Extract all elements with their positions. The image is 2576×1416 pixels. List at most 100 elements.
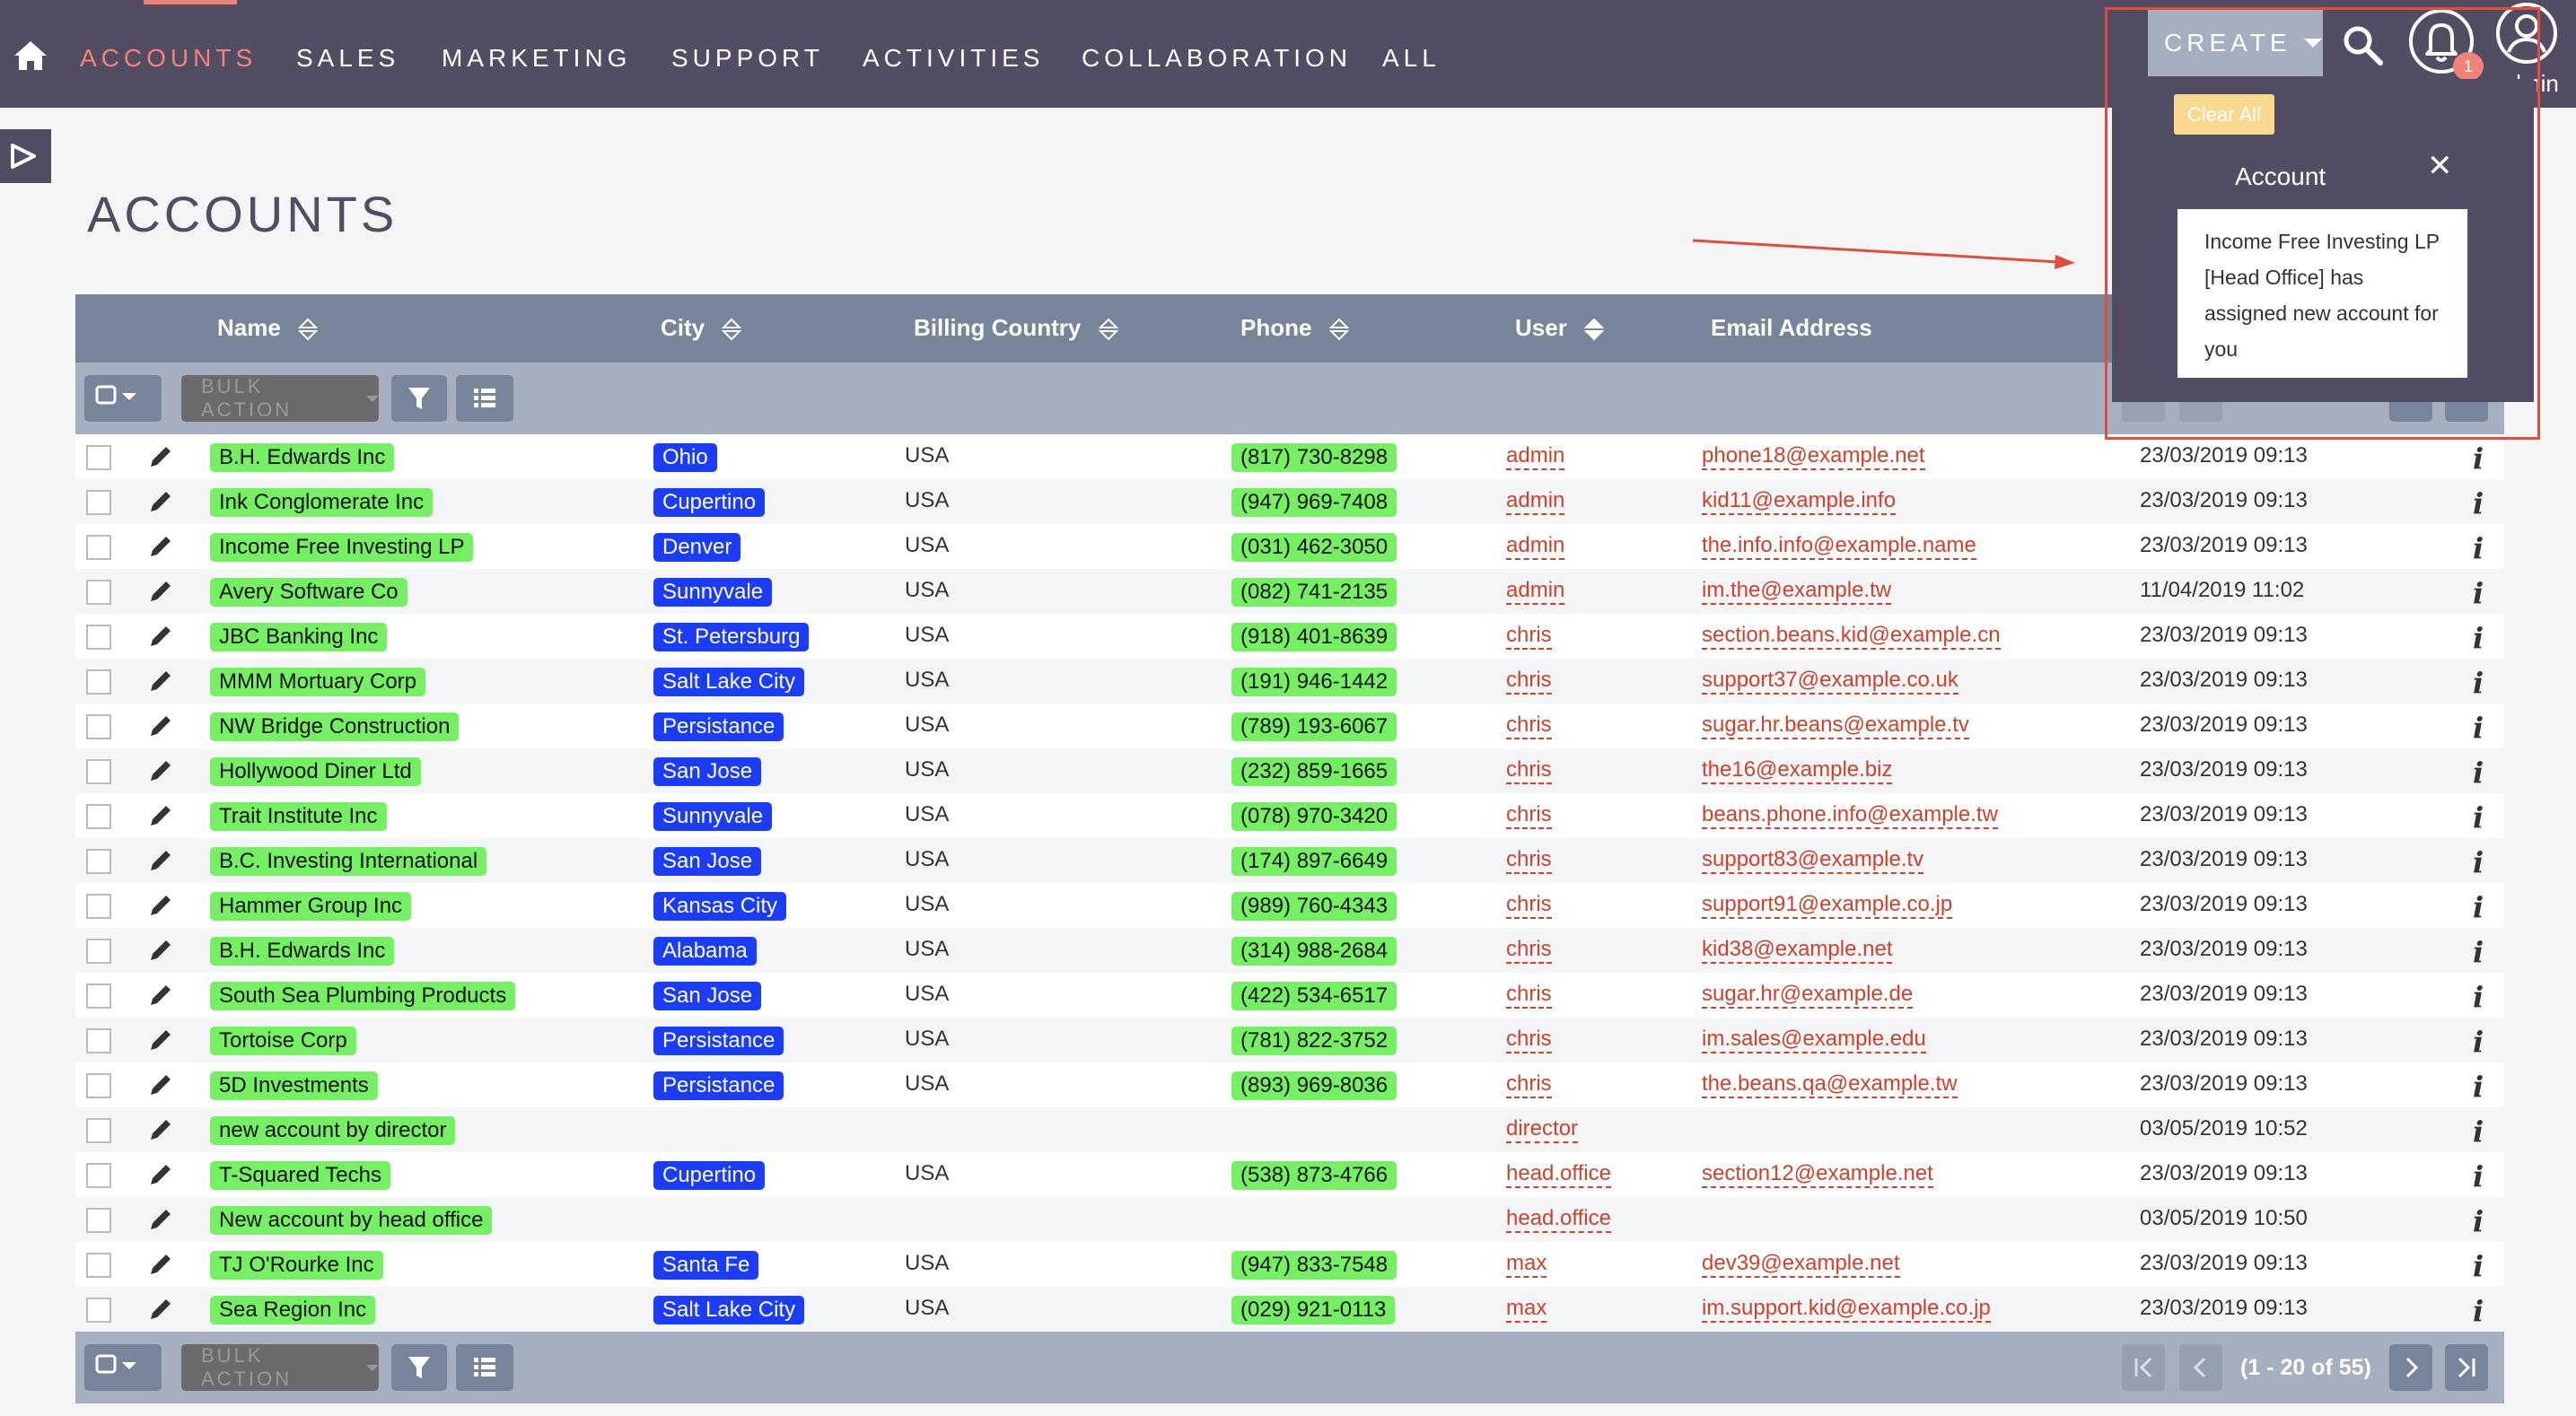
edit-pencil-icon[interactable] — [147, 982, 174, 1009]
row-checkbox[interactable] — [86, 580, 111, 605]
email-link[interactable]: the.info.info@example.name — [1702, 533, 1976, 560]
sort-icon[interactable] — [1584, 318, 1605, 341]
info-icon[interactable]: i — [2473, 890, 2484, 924]
nav-all[interactable]: ALL — [1382, 44, 1441, 72]
info-icon[interactable]: i — [2473, 756, 2484, 790]
info-icon[interactable]: i — [2473, 1070, 2484, 1104]
email-link[interactable]: im.support.kid@example.co.jp — [1702, 1296, 1991, 1323]
assigned-user-link[interactable]: chris — [1506, 1071, 1552, 1098]
notification-bell-icon[interactable] — [2407, 5, 2479, 81]
info-icon[interactable]: i — [2473, 1294, 2484, 1328]
table-row[interactable]: Trait Institute Inc Sunnyvale USA (078) 970… — [75, 793, 2504, 838]
sidebar-toggle[interactable] — [0, 129, 51, 183]
assigned-user-link[interactable]: admin — [1506, 578, 1565, 605]
nav-accounts[interactable]: ACCOUNTS — [80, 44, 258, 72]
assigned-user-link[interactable]: director — [1506, 1116, 1579, 1143]
account-name-link[interactable]: NW Bridge Construction — [210, 712, 460, 741]
assigned-user-link[interactable]: chris — [1506, 802, 1552, 829]
nav-collaboration[interactable]: COLLABORATION — [1082, 44, 1352, 72]
first-page-button[interactable] — [2122, 1344, 2165, 1391]
account-name-link[interactable]: B.H. Edwards Inc — [210, 937, 395, 966]
filter-button[interactable] — [391, 375, 447, 422]
edit-pencil-icon[interactable] — [147, 892, 174, 919]
edit-pencil-icon[interactable] — [147, 668, 174, 695]
edit-pencil-icon[interactable] — [147, 937, 174, 964]
table-row[interactable]: Sea Region Inc Salt Lake City USA (029) 921… — [75, 1287, 2504, 1332]
email-link[interactable]: the16@example.biz — [1702, 757, 1893, 784]
info-icon[interactable]: i — [2473, 980, 2484, 1014]
account-name-link[interactable]: South Sea Plumbing Products — [210, 982, 516, 1010]
table-row[interactable]: Income Free Investing LP Denver USA (031) 4… — [75, 524, 2504, 569]
edit-pencil-icon[interactable] — [147, 1027, 174, 1053]
email-link[interactable]: section.beans.kid@example.cn — [1702, 623, 2001, 650]
column-chooser-button[interactable] — [456, 1344, 513, 1391]
account-name-link[interactable]: Hammer Group Inc — [210, 892, 412, 921]
assigned-user-link[interactable]: chris — [1506, 982, 1552, 1009]
account-name-link[interactable]: B.H. Edwards Inc — [210, 443, 395, 472]
email-link[interactable]: sugar.hr.beans@example.tv — [1702, 712, 1969, 739]
table-row[interactable]: B.H. Edwards Inc Ohio USA (817) 730-8298 adm… — [75, 434, 2504, 479]
email-link[interactable]: the.beans.qa@example.tw — [1702, 1071, 1958, 1098]
edit-pencil-icon[interactable] — [147, 533, 174, 560]
assigned-user-link[interactable]: chris — [1506, 1027, 1552, 1053]
table-row[interactable]: New account by head office head.office 03/… — [75, 1197, 2504, 1242]
info-icon[interactable]: i — [2473, 621, 2484, 655]
email-link[interactable]: section12@example.net — [1702, 1161, 1933, 1188]
table-row[interactable]: Ink Conglomerate Inc Cupertino USA (947) 96… — [75, 479, 2504, 524]
nav-activities[interactable]: ACTIVITIES — [863, 44, 1045, 72]
info-icon[interactable]: i — [2473, 711, 2484, 745]
account-name-link[interactable]: TJ O'Rourke Inc — [210, 1251, 383, 1280]
account-name-link[interactable]: JBC Banking Inc — [210, 623, 388, 651]
clear-all-button[interactable]: Clear All — [2174, 94, 2274, 135]
edit-pencil-icon[interactable] — [147, 1161, 174, 1188]
row-checkbox[interactable] — [86, 445, 111, 470]
select-all-dropdown[interactable] — [84, 375, 162, 422]
row-checkbox[interactable] — [86, 1073, 111, 1098]
edit-pencil-icon[interactable] — [147, 1071, 174, 1098]
row-checkbox[interactable] — [86, 1028, 111, 1053]
assigned-user-link[interactable]: admin — [1506, 488, 1565, 515]
table-row[interactable]: Avery Software Co Sunnyvale USA (082) 741-2… — [75, 569, 2504, 614]
account-name-link[interactable]: B.C. Investing International — [210, 847, 487, 876]
row-checkbox[interactable] — [86, 625, 111, 650]
row-checkbox[interactable] — [86, 804, 111, 829]
info-icon[interactable]: i — [2473, 845, 2484, 879]
assigned-user-link[interactable]: chris — [1506, 623, 1552, 650]
close-icon[interactable]: ✕ — [2427, 149, 2453, 183]
sort-icon[interactable] — [1328, 318, 1349, 341]
info-icon[interactable]: i — [2473, 1114, 2484, 1149]
info-icon[interactable]: i — [2473, 800, 2484, 835]
email-link[interactable]: support91@example.co.jp — [1702, 892, 1953, 919]
nav-support[interactable]: SUPPORT — [671, 44, 824, 72]
user-avatar-icon[interactable] — [2495, 2, 2558, 65]
account-name-link[interactable]: 5D Investments — [210, 1071, 378, 1100]
row-checkbox[interactable] — [86, 759, 111, 784]
account-name-link[interactable]: MMM Mortuary Corp — [210, 668, 426, 696]
account-name-link[interactable]: Hollywood Diner Ltd — [210, 757, 421, 786]
account-name-link[interactable]: Avery Software Co — [210, 578, 407, 607]
column-chooser-button[interactable] — [456, 375, 513, 422]
table-row[interactable]: JBC Banking Inc St. Petersburg USA (918) 40… — [75, 614, 2504, 659]
filter-button[interactable] — [391, 1344, 447, 1391]
sort-icon[interactable] — [722, 318, 742, 341]
account-name-link[interactable]: T-Squared Techs — [210, 1161, 390, 1190]
account-name-link[interactable]: Ink Conglomerate Inc — [210, 488, 434, 517]
email-link[interactable]: phone18@example.net — [1702, 443, 1925, 470]
column-header-city[interactable]: City — [661, 314, 742, 342]
bulk-action-button[interactable]: BULK ACTION — [181, 1344, 379, 1391]
table-row[interactable]: Tortoise Corp Persistance USA (781) 822-375… — [75, 1018, 2504, 1062]
edit-pencil-icon[interactable] — [147, 1251, 174, 1278]
column-header-email[interactable]: Email Address — [1711, 314, 1872, 342]
row-checkbox[interactable] — [86, 1298, 111, 1323]
edit-pencil-icon[interactable] — [147, 1296, 174, 1323]
email-link[interactable]: sugar.hr@example.de — [1702, 982, 1914, 1009]
edit-pencil-icon[interactable] — [147, 488, 174, 515]
table-row[interactable]: T-Squared Techs Cupertino USA (538) 873-476… — [75, 1152, 2504, 1197]
row-checkbox[interactable] — [86, 939, 111, 964]
assigned-user-link[interactable]: admin — [1506, 443, 1565, 470]
edit-pencil-icon[interactable] — [147, 847, 174, 874]
table-row[interactable]: NW Bridge Construction Persistance USA (789… — [75, 704, 2504, 748]
info-icon[interactable]: i — [2473, 1249, 2484, 1283]
table-row[interactable]: Hollywood Diner Ltd San Jose USA (232) 859-… — [75, 748, 2504, 793]
email-link[interactable]: beans.phone.info@example.tw — [1702, 802, 1998, 829]
